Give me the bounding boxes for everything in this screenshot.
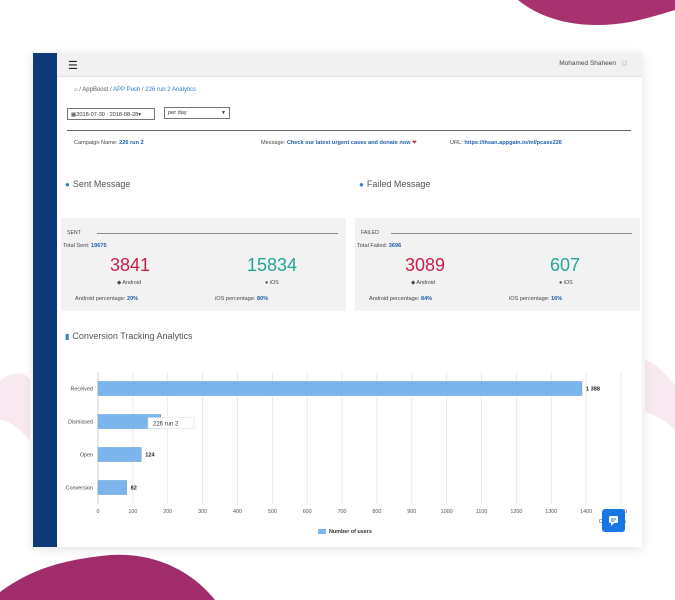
y-category-label: Open	[80, 453, 93, 459]
failed-ios-label: ● iOS	[559, 280, 573, 286]
x-tick-label: 600	[303, 509, 312, 515]
caret-down-icon: ▼	[221, 110, 226, 116]
period-select[interactable]: per day ▼	[164, 107, 230, 119]
tooltip-text: 226 run 2	[153, 422, 179, 428]
x-tick-label: 800	[372, 509, 381, 515]
x-tick-label: 1300	[545, 509, 557, 515]
breadcrumb-analytics[interactable]: 226 run 2 Analytics	[145, 87, 196, 93]
sent-ios-percentage: iOS percentage: 80%	[215, 296, 269, 302]
breadcrumb-appboost[interactable]: AppBoost	[82, 87, 109, 93]
sent-android-percentage: Android percentage: 20%	[75, 296, 139, 302]
top-bar: ☰ Mohamed Shaheen ☺	[57, 53, 642, 77]
chat-button[interactable]	[602, 509, 625, 532]
chat-icon	[609, 516, 618, 526]
main-content: ⌂ / AppBoost / APP Push / 226 run 2 Anal…	[57, 76, 642, 547]
x-tick-label: 300	[198, 509, 207, 515]
calendar-icon: ▦	[71, 112, 77, 118]
chart-background	[57, 346, 642, 531]
campaign-url: URL: https://ihsan.appgain.io/ml/pcase22…	[450, 140, 562, 146]
comment-icon: ●	[359, 180, 364, 189]
y-category-label: Dismissed	[68, 420, 93, 426]
bar	[97, 381, 583, 396]
sent-message-card: SENT Total Sent: 19675 3841 15834 ◆ Andr…	[61, 218, 346, 311]
sent-ios-label: ● iOS	[265, 280, 279, 286]
failed-ios-percentage: iOS percentage: 16%	[509, 296, 563, 302]
bar-chart-icon: ▮	[65, 332, 70, 341]
legend-label: Number of users	[329, 529, 372, 535]
card-divider	[97, 233, 338, 234]
user-icon[interactable]: ☺	[619, 58, 629, 68]
x-tick-label: 1200	[510, 509, 522, 515]
bar-data-label: 124	[145, 453, 155, 459]
failed-android-count: 3089	[405, 255, 446, 275]
sent-android-count: 3841	[110, 255, 151, 275]
failed-message-title: ● Failed Message	[359, 179, 431, 189]
apple-icon: ●	[265, 280, 269, 286]
x-tick-label: 400	[233, 509, 242, 515]
x-tick-label: 1000	[441, 509, 453, 515]
sent-total: Total Sent: 19675	[63, 243, 107, 249]
failed-total: Total Failed: 3696	[357, 243, 402, 249]
android-icon: ◆	[411, 280, 416, 286]
campaign-url-link[interactable]: https://ihsan.appgain.io/ml/pcase226	[464, 140, 562, 146]
card-divider	[391, 233, 632, 234]
legend-swatch	[318, 529, 326, 534]
home-icon[interactable]: ⌂	[74, 87, 78, 93]
failed-label: FAILED	[361, 230, 379, 236]
divider	[67, 130, 631, 131]
breadcrumb-app-push[interactable]: APP Push	[113, 87, 141, 93]
x-tick-label: 100	[128, 509, 137, 515]
failed-message-card: FAILED Total Failed: 3696 3089 607 ◆ And…	[355, 218, 640, 311]
x-tick-label: 200	[163, 509, 172, 515]
x-tick-label: 1100	[476, 509, 488, 515]
android-icon: ◆	[117, 280, 122, 286]
campaign-name: Campaign Name: 226 run 2	[74, 140, 144, 146]
failed-android-percentage: Android percentage: 84%	[369, 296, 433, 302]
bar-data-label: 82	[131, 486, 137, 492]
bar	[97, 447, 142, 462]
app-window: ☰ Mohamed Shaheen ☺ ⌂ / AppBoost / APP P…	[33, 53, 642, 547]
x-tick-label: 700	[338, 509, 347, 515]
sent-label: SENT	[67, 230, 81, 236]
date-range-picker[interactable]: ▦2018-07-30 : 2018-08-28▾	[67, 108, 155, 120]
tooltip-box	[147, 417, 195, 429]
breadcrumb: ⌂ / AppBoost / APP Push / 226 run 2 Anal…	[74, 87, 196, 93]
campaign-message: Message: Check our latest urgent cases a…	[261, 140, 417, 146]
y-category-label: Received	[71, 387, 93, 393]
x-tick-label: 500	[268, 509, 277, 515]
sent-ios-count: 15834	[247, 255, 298, 275]
sent-message-title: ● Sent Message	[65, 179, 131, 189]
sent-android-label: ◆ Android	[117, 280, 141, 286]
sidebar	[33, 53, 57, 547]
user-name[interactable]: Mohamed Shaheen	[559, 60, 616, 67]
failed-ios-count: 607	[550, 255, 581, 275]
y-category-label: Conversion	[66, 486, 93, 492]
apple-icon: ●	[559, 280, 563, 286]
x-tick-label: 1400	[580, 509, 592, 515]
comment-icon: ●	[65, 180, 70, 189]
x-tick-label: 900	[407, 509, 416, 515]
x-tick-label: 0	[97, 509, 100, 515]
heart-icon: ❤	[412, 140, 417, 146]
conversion-chart: 0 100 200 300 400 500 600 700 800 900 1000 1100 1200…	[57, 346, 642, 535]
hamburger-icon[interactable]: ☰	[68, 60, 78, 72]
bar	[97, 480, 127, 495]
conversion-title: ▮ Conversion Tracking Analytics	[65, 331, 193, 341]
bar-data-label: 1 388	[586, 387, 600, 393]
failed-android-label: ◆ Android	[411, 280, 435, 286]
